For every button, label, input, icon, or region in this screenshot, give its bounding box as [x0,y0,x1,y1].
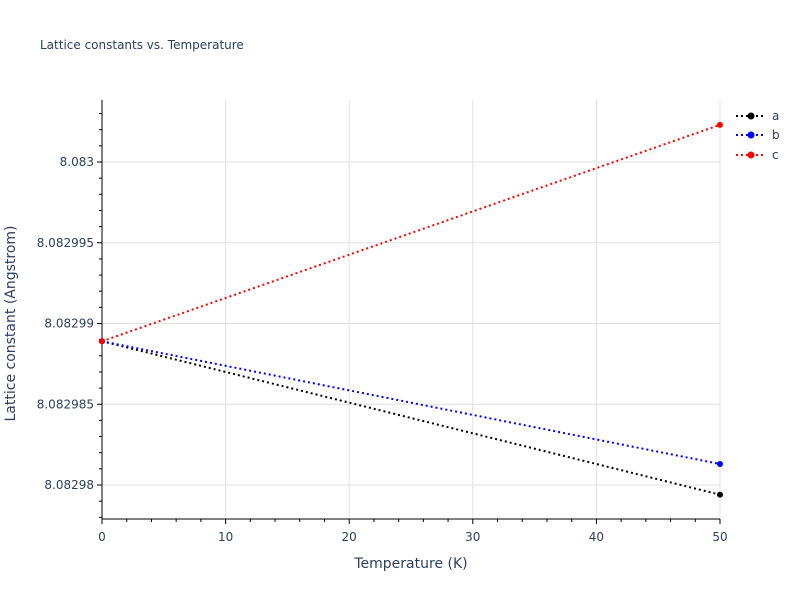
data-point-c[interactable] [717,121,723,128]
legend-line-icon [736,112,766,120]
legend-label: a [772,108,780,123]
y-axis-title: Lattice constant (Angstrom) [3,225,19,421]
data-point-c[interactable] [99,338,105,345]
x-tick-label: 30 [465,530,480,544]
data-point-b[interactable] [717,461,723,468]
y-tick-label: 8.082985 [37,397,94,411]
legend-line-icon [736,131,766,139]
x-tick-label: 50 [712,530,727,544]
x-tick-label: 20 [342,530,357,544]
series-line-b [101,340,721,465]
legend-item-c[interactable]: c [736,145,780,165]
chart-title: Lattice constants vs. Temperature [40,38,244,52]
y-tick-label: 8.08298 [44,478,94,492]
legend-item-b[interactable]: b [736,126,780,146]
series-line-c [101,123,721,343]
legend-item-a[interactable]: a [736,106,780,126]
legend-label: b [772,128,780,143]
data-point-a[interactable] [717,491,723,498]
y-tick-label: 8.082995 [37,236,94,250]
x-tick-label: 40 [589,530,604,544]
x-tick-label: 10 [218,530,233,544]
x-axis-title: Temperature (K) [353,556,467,572]
legend-label: c [772,147,779,162]
y-tick-label: 8.08299 [44,317,94,331]
series-line-a [101,340,721,496]
y-tick-label: 8.083 [60,155,94,169]
x-tick-label: 0 [98,530,106,544]
legend-line-icon [736,151,766,159]
